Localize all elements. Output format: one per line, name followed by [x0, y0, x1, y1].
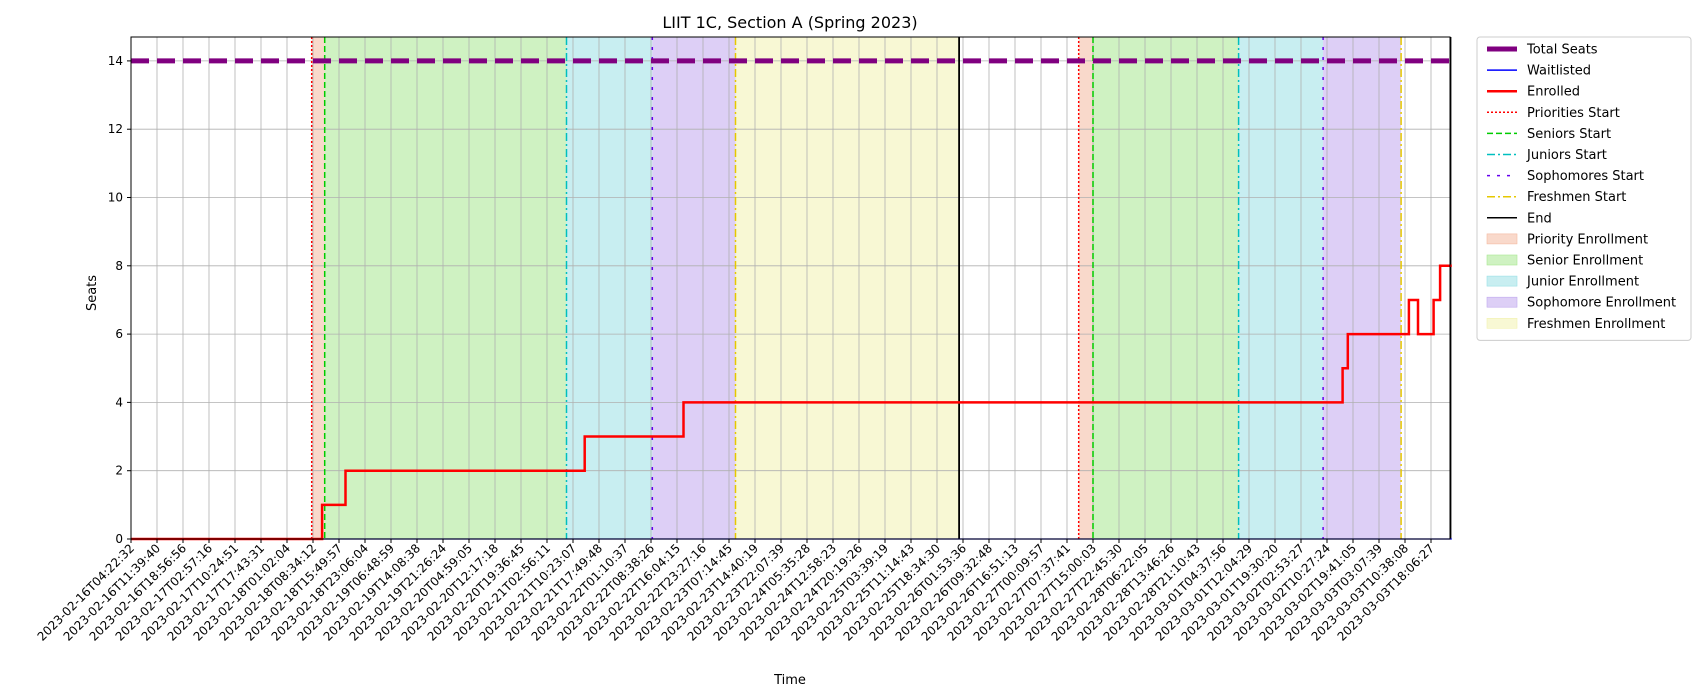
x-axis-title: Time: [773, 673, 806, 688]
legend-label: Waitlisted: [1527, 64, 1591, 79]
y-tick-label: 0: [115, 532, 123, 546]
y-tick-label: 2: [115, 464, 123, 478]
legend-swatch: [1486, 233, 1518, 245]
legend-label: Sophomores Start: [1527, 169, 1644, 184]
legend-box: [1476, 36, 1692, 341]
chart-legend: Total Seats Waitlisted Enrolled Priorities …: [1476, 36, 1692, 341]
span-priority-enrollment: [1078, 37, 1093, 539]
y-tick-label: 6: [115, 327, 123, 341]
span-junior-enrollment: [566, 37, 653, 539]
y-tick-label: 14: [108, 54, 123, 68]
y-tick-label: 10: [108, 191, 123, 205]
series-enrolled: [131, 264, 1452, 541]
plot-frame: [130, 36, 1451, 540]
legend-label: Seniors Start: [1527, 127, 1611, 142]
span-freshmen-enrollment: [735, 37, 960, 539]
legend-swatch: [1486, 317, 1518, 329]
span-priority-enrollment: [311, 37, 325, 539]
legend-label: Enrolled: [1527, 85, 1580, 100]
legend-label: End: [1527, 211, 1552, 226]
legend-swatch: [1486, 254, 1518, 266]
chart-title: LIIT 1C, Section A (Spring 2023): [662, 13, 917, 32]
span-senior-enrollment: [324, 37, 567, 539]
plot-area: 024681012142023-02-16T04:22:322023-02-16…: [35, 36, 1452, 644]
y-axis-title: Seats: [85, 275, 100, 311]
y-tick-label: 12: [108, 122, 123, 136]
span-sophomore-enrollment: [1323, 37, 1402, 539]
y-tick-label: 8: [115, 259, 123, 273]
span-junior-enrollment: [1238, 37, 1324, 539]
legend-label: Junior Enrollment: [1526, 275, 1639, 290]
legend-label: Juniors Start: [1526, 148, 1607, 163]
legend-label: Total Seats: [1526, 43, 1598, 58]
legend-label: Sophomore Enrollment: [1527, 296, 1676, 311]
legend-swatch: [1486, 275, 1518, 287]
span-sophomore-enrollment: [652, 37, 736, 539]
y-tick-label: 4: [115, 395, 123, 409]
legend-label: Freshmen Enrollment: [1527, 317, 1665, 332]
span-senior-enrollment: [1093, 37, 1239, 539]
legend-label: Priority Enrollment: [1527, 232, 1648, 247]
legend-label: Freshmen Start: [1527, 190, 1626, 205]
legend-label: Senior Enrollment: [1527, 254, 1643, 269]
legend-swatch: [1486, 296, 1518, 308]
legend-label: Priorities Start: [1527, 106, 1620, 121]
